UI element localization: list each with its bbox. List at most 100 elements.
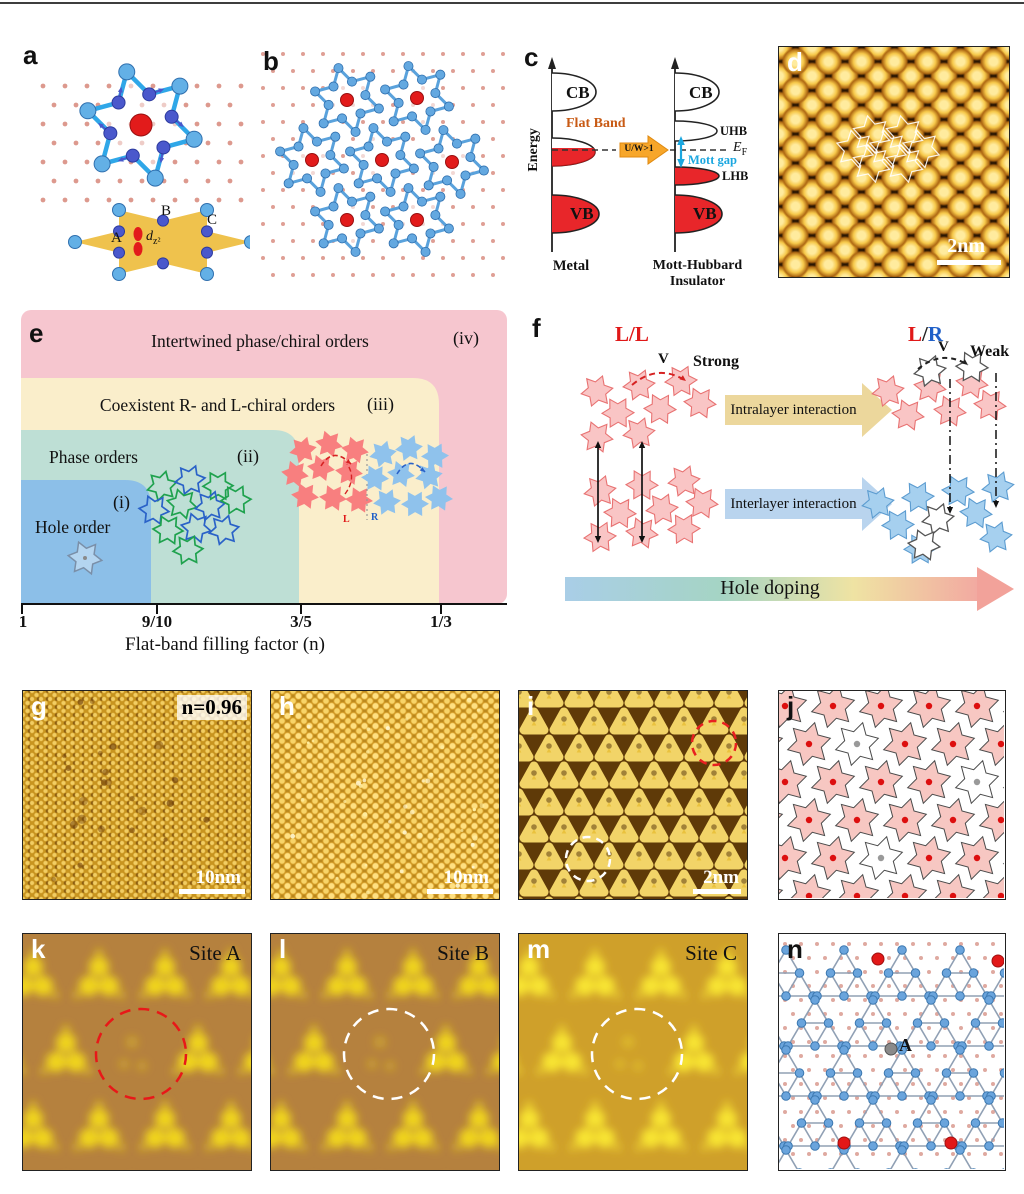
site-c-image — [519, 934, 747, 1170]
triangle-texture — [519, 691, 747, 899]
panel-b-label: b — [263, 46, 279, 76]
uhb-label: UHB — [720, 124, 748, 138]
scale-bar — [937, 260, 1001, 265]
panel-g-label: g — [31, 691, 47, 721]
panel-j-label: j — [787, 691, 795, 721]
panel-n-label: n — [787, 934, 803, 964]
panel-i-stm-image: i 2nm — [518, 690, 748, 900]
panel-g-stm-image: g n=0.96 10nm — [22, 690, 252, 900]
panel-f: f L/L L/R V Strong V Weak Intralayer int… — [520, 305, 1024, 653]
tick-1: 1 — [18, 612, 28, 631]
lr-title: L/R — [908, 322, 944, 346]
panel-m-stm-image: m Site C — [518, 933, 748, 1171]
scale-bar — [427, 889, 493, 894]
panel-i-label: i — [527, 691, 535, 721]
region-iv-numeral: (iv) — [453, 328, 479, 348]
site-a-title: Site A — [189, 941, 241, 965]
panel-d-label: d — [787, 47, 803, 77]
panel-j-star-model: j — [778, 690, 1006, 900]
vb-left-label: VB — [570, 204, 594, 223]
scale-bar-label: 2nm — [703, 866, 739, 888]
panel-k-label: k — [31, 934, 46, 964]
defect-circle-white — [564, 835, 612, 883]
panel-m-label: m — [527, 934, 551, 964]
scale-bar-label: 10nm — [195, 866, 241, 888]
cb-right-label: CB — [689, 83, 713, 102]
interlayer-label: Interlayer interaction — [730, 496, 857, 512]
site-circle — [94, 1007, 188, 1101]
energy-axis-label: Energy — [526, 128, 542, 172]
star-overlay — [835, 114, 941, 184]
panel-l-label: l — [279, 934, 287, 964]
site-a-label: A — [111, 230, 122, 246]
intralayer-label: Intralayer interaction — [730, 402, 857, 418]
band-diagram — [548, 57, 728, 252]
insulator-title: Mott-Hubbard Insulator — [652, 258, 743, 289]
chiral-r-label: R — [371, 512, 379, 523]
panel-f-label: f — [532, 313, 541, 343]
atomic-lattice — [779, 934, 1004, 1169]
hole-doping-label: Hole doping — [720, 577, 820, 599]
region-iii-label: Coexistent R- and L-chiral orders — [99, 395, 336, 415]
region-iii-numeral: (iii) — [367, 394, 394, 414]
star-of-david-diagram — [40, 63, 250, 282]
tick-1-3: 1/3 — [430, 612, 452, 631]
lhb-label: LHB — [722, 169, 749, 183]
panel-k-stm-image: k Site A — [22, 933, 252, 1171]
site-b-label: B — [161, 203, 172, 219]
region-i-label: Hole order — [35, 517, 111, 537]
site-b-image — [271, 934, 499, 1170]
defect-circle-red — [690, 719, 738, 767]
panel-l-stm-image: l Site B — [270, 933, 500, 1171]
region-ii-label: Phase orders — [49, 447, 138, 467]
panel-b: b — [255, 42, 510, 292]
panel-c-label: c — [524, 42, 539, 72]
site-b-title: Site B — [437, 941, 489, 965]
vb-right-label: VB — [693, 204, 717, 223]
panel-h-label: h — [279, 691, 295, 721]
panel-h-stm-image: h 10nm — [270, 690, 500, 900]
region-i-numeral: (i) — [113, 492, 130, 512]
uw-transition-label: U/W>1 — [624, 144, 654, 154]
panel-n-atomic-model: n A — [778, 933, 1006, 1171]
interaction-diagram — [565, 351, 1015, 611]
filling-factor-badge: n=0.96 — [176, 695, 247, 720]
site-circle — [342, 1007, 436, 1101]
chiral-star-lattice — [779, 691, 1004, 898]
x-axis-label: Flat-band filling factor (n) — [125, 634, 325, 655]
panel-a-label: a — [23, 40, 38, 70]
orbital-label: dz² — [146, 229, 161, 247]
mott-gap-label: Mott gap — [688, 153, 737, 167]
metal-title: Metal — [552, 258, 590, 274]
cb-left-label: CB — [566, 83, 590, 102]
site-a-marker-label: A — [899, 1035, 912, 1055]
scale-bar — [179, 889, 245, 894]
star-lattice-diagram — [261, 52, 505, 277]
scale-bar — [693, 889, 741, 894]
ll-title: L/L — [615, 322, 649, 346]
site-c-title: Site C — [685, 941, 737, 965]
site-circle — [590, 1007, 684, 1101]
phase-diagram-canvas — [21, 310, 507, 614]
page-divider — [0, 2, 1024, 4]
scale-bar-label: 10nm — [443, 866, 489, 888]
v-right-label: V — [938, 339, 949, 355]
region-ii-numeral: (ii) — [237, 446, 259, 466]
site-a-image — [23, 934, 251, 1170]
flat-band-label: Flat Band — [566, 116, 626, 131]
defect-overlay — [51, 699, 210, 882]
chiral-l-label: L — [343, 514, 350, 525]
panel-e-label: e — [29, 318, 44, 348]
region-iv-label: Intertwined phase/chiral orders — [151, 331, 369, 351]
sparkle-overlay — [280, 697, 485, 895]
fermi-level-label: EF — [733, 140, 748, 158]
tick-9-10: 9/10 — [141, 612, 173, 631]
panel-d-stm-image: d 2nm — [778, 46, 1010, 278]
panel-e-phase-diagram: e Intertwined phase/chiral orders (iv) C… — [15, 306, 515, 655]
site-a-atom — [884, 1042, 898, 1056]
panel-a: a A B C dz² — [15, 40, 250, 298]
panel-c: c Energy CB Flat Band VB U/W>1 Me — [520, 42, 770, 290]
scale-bar-label: 2nm — [947, 234, 985, 257]
weak-label: Weak — [970, 343, 1010, 360]
